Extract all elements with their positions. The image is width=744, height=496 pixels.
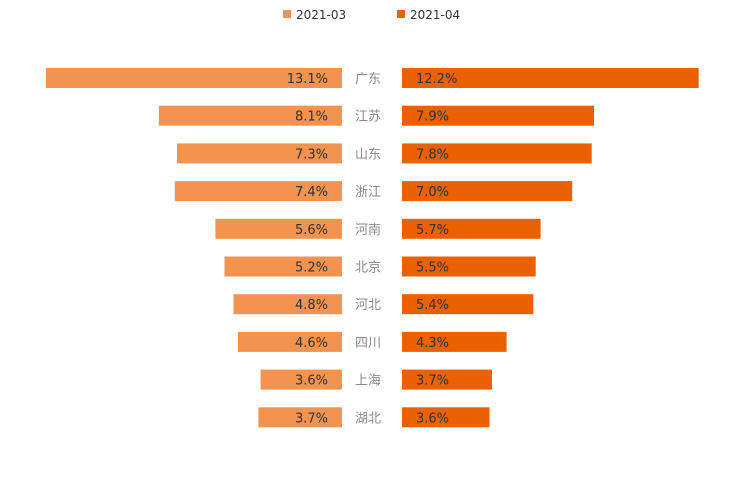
data-label-2021-04-row-8: 3.7% bbox=[416, 374, 449, 389]
bar-2021-03-row-2[interactable] bbox=[177, 143, 342, 164]
bar-2021-03-row-1[interactable] bbox=[158, 105, 342, 126]
data-label-2021-04-row-6: 5.4% bbox=[416, 298, 449, 313]
legend-swatch-2021-03[interactable] bbox=[283, 10, 291, 18]
data-label-2021-04-row-2: 7.8% bbox=[416, 147, 449, 162]
category-label-row-9: 湖北 bbox=[355, 411, 381, 426]
data-label-2021-04-row-5: 5.5% bbox=[416, 261, 449, 276]
data-label-2021-04-row-1: 7.9% bbox=[416, 110, 449, 125]
category-label-row-4: 河南 bbox=[355, 222, 381, 238]
bar-2021-04-row-9[interactable] bbox=[402, 407, 490, 428]
legend-swatch-2021-04[interactable] bbox=[397, 10, 405, 18]
legend-label-2021-04[interactable]: 2021-04 bbox=[410, 8, 460, 22]
bar-2021-04-row-3[interactable] bbox=[402, 181, 573, 202]
bar-2021-04-row-4[interactable] bbox=[402, 218, 541, 239]
category-label-row-1: 江苏 bbox=[355, 109, 381, 125]
bar-2021-03-row-8[interactable] bbox=[260, 369, 342, 390]
category-label-row-2: 山东 bbox=[355, 147, 381, 162]
chart-rows: 13.1% 广东 12.2% 8.1% 江苏 7.9% 7.3% 山东 7.8% 7.4% 浙江 7.… bbox=[45, 68, 699, 428]
data-label-2021-03-row-9: 3.7% bbox=[295, 411, 328, 426]
category-label-row-0: 广东 bbox=[355, 72, 381, 87]
bar-2021-03-row-4[interactable] bbox=[215, 218, 342, 239]
bar-2021-04-row-8[interactable] bbox=[402, 369, 492, 390]
category-label-row-7: 四川 bbox=[355, 336, 381, 351]
data-label-2021-03-row-3: 7.4% bbox=[295, 185, 328, 200]
category-label-row-3: 浙江 bbox=[355, 185, 381, 200]
bar-2021-03-row-6[interactable] bbox=[233, 294, 343, 315]
bar-2021-03-row-7[interactable] bbox=[238, 331, 342, 352]
bar-2021-03-row-9[interactable] bbox=[258, 407, 342, 428]
bar-2021-04-row-0[interactable] bbox=[402, 68, 699, 88]
legend: 2021-03 2021-04 bbox=[283, 8, 460, 22]
bar-2021-03-row-3[interactable] bbox=[174, 181, 342, 202]
data-label-2021-03-row-0: 13.1% bbox=[287, 72, 328, 87]
data-label-2021-04-row-4: 5.7% bbox=[416, 223, 449, 238]
data-label-2021-03-row-2: 7.3% bbox=[295, 147, 328, 162]
data-label-2021-03-row-1: 8.1% bbox=[295, 110, 328, 125]
bar-2021-04-row-1[interactable] bbox=[402, 105, 595, 126]
category-label-row-5: 北京 bbox=[355, 261, 381, 276]
bar-2021-04-row-2[interactable] bbox=[402, 143, 592, 164]
bar-2021-04-row-7[interactable] bbox=[402, 331, 507, 352]
bar-2021-04-row-5[interactable] bbox=[402, 256, 536, 277]
data-label-2021-03-row-8: 3.6% bbox=[295, 374, 328, 389]
bar-2021-04-row-6[interactable] bbox=[402, 294, 534, 315]
data-label-2021-03-row-5: 5.2% bbox=[295, 261, 328, 276]
category-label-row-6: 河北 bbox=[355, 298, 381, 313]
legend-label-2021-03[interactable]: 2021-03 bbox=[296, 8, 346, 22]
data-label-2021-03-row-6: 4.8% bbox=[295, 298, 328, 313]
data-label-2021-04-row-3: 7.0% bbox=[416, 185, 449, 200]
bar-2021-03-row-0[interactable] bbox=[45, 68, 343, 88]
data-label-2021-03-row-4: 5.6% bbox=[295, 223, 328, 238]
data-label-2021-04-row-7: 4.3% bbox=[416, 336, 449, 351]
data-label-2021-04-row-9: 3.6% bbox=[416, 411, 449, 426]
data-label-2021-03-row-7: 4.6% bbox=[295, 336, 328, 351]
bar-2021-03-row-5[interactable] bbox=[224, 256, 343, 277]
category-label-row-8: 上海 bbox=[355, 374, 381, 389]
data-label-2021-04-row-0: 12.2% bbox=[416, 72, 457, 87]
